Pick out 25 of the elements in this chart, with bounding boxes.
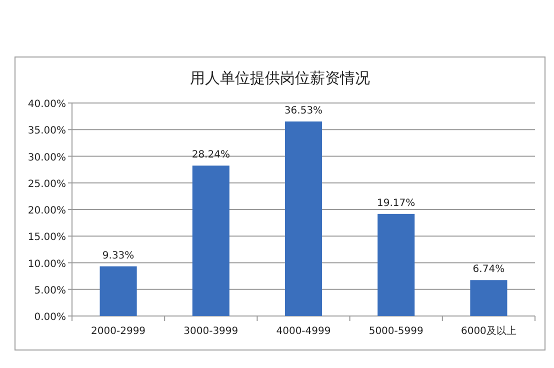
y-tick-label: 20.00%	[28, 206, 66, 216]
data-label: 6.74%	[472, 264, 505, 276]
y-tick-label: 0.00%	[34, 312, 66, 323]
x-tick-label: 2000-2999	[91, 326, 146, 337]
x-tick-label: 6000及以上	[460, 325, 516, 337]
bar	[470, 280, 508, 316]
bar	[378, 214, 415, 316]
y-tick-label: 10.00%	[28, 258, 66, 270]
y-tick-label: 15.00%	[28, 232, 66, 244]
data-label: 9.33%	[102, 250, 134, 262]
y-tick-label: 30.00%	[28, 152, 66, 164]
data-label: 36.53%	[284, 105, 323, 116]
x-tick-label: 4000-4999	[276, 326, 331, 337]
data-label: 28.24%	[192, 150, 230, 161]
y-tick-label: 35.00%	[28, 126, 66, 137]
y-tick-label: 5.00%	[34, 285, 66, 296]
chart-title: 用人单位提供岗位薪资情况	[190, 69, 370, 87]
bar	[284, 121, 322, 316]
x-tick-label: 3000-3999	[184, 326, 238, 337]
y-tick-label: 40.00%	[28, 99, 66, 110]
bar	[192, 166, 230, 316]
bar	[100, 266, 137, 316]
data-label: 19.17%	[377, 198, 416, 209]
y-tick-label: 25.00%	[28, 178, 66, 190]
x-tick-label: 5000-5999	[368, 326, 424, 337]
